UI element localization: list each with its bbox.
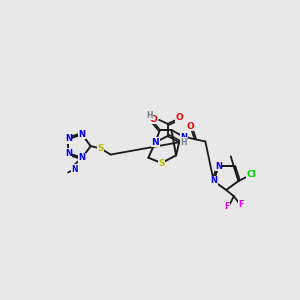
Text: F: F [224,202,230,211]
Text: N: N [79,130,86,139]
Text: S: S [158,158,165,167]
Text: F: F [239,200,244,209]
Text: O: O [150,115,158,124]
Text: N: N [79,153,86,162]
Text: Cl: Cl [247,169,256,178]
Text: N: N [71,165,78,174]
Text: N: N [210,176,217,185]
Text: H: H [146,111,152,120]
Text: S: S [98,144,104,153]
Text: H: H [181,138,187,147]
Text: N: N [65,149,72,158]
Text: O: O [186,122,194,130]
Text: N: N [180,133,187,142]
Text: N: N [152,138,159,147]
Text: N: N [65,134,72,143]
Text: O: O [147,113,154,122]
Text: O: O [175,113,183,122]
Text: N: N [215,162,222,171]
